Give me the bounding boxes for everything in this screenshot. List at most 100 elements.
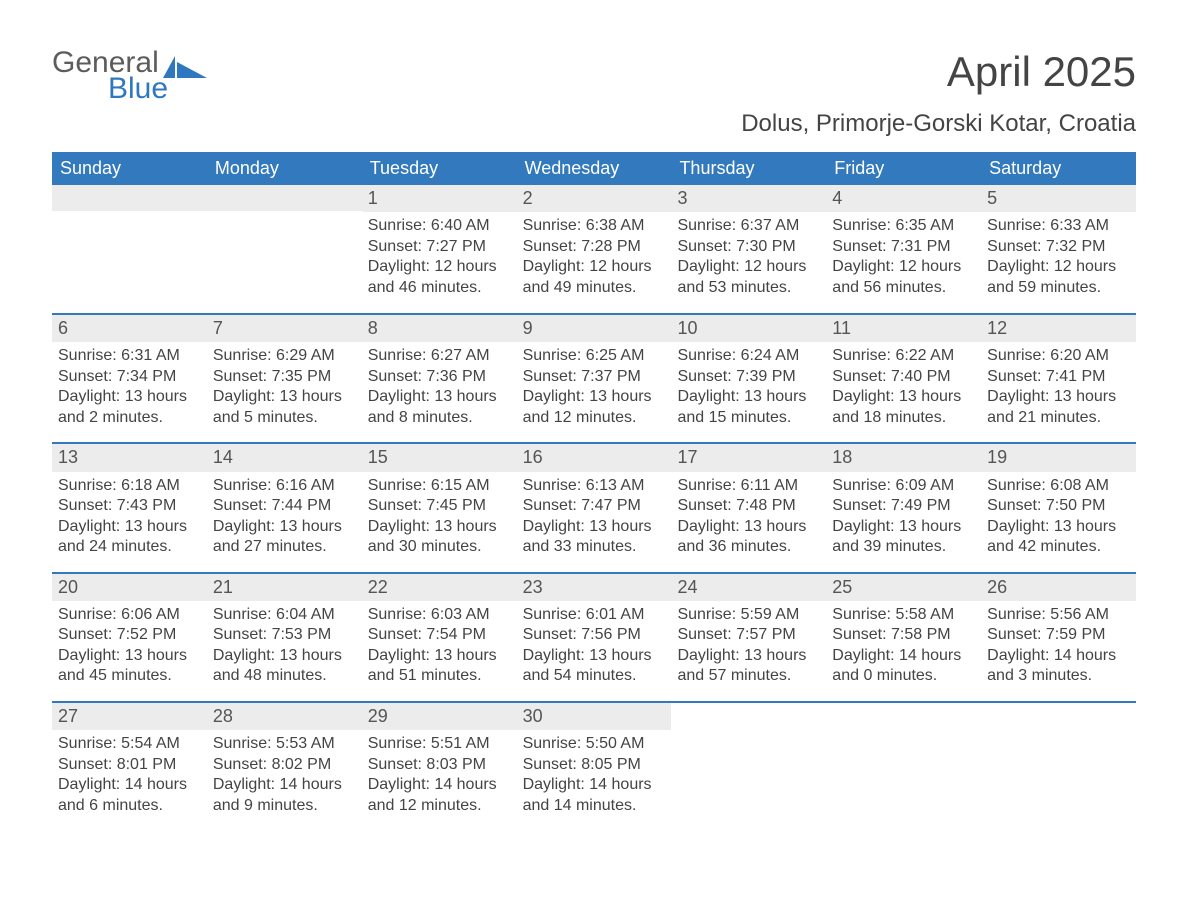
calendar-day xyxy=(981,703,1136,830)
calendar-day: 1Sunrise: 6:40 AMSunset: 7:27 PMDaylight… xyxy=(362,185,517,313)
sunset-text: Sunset: 7:39 PM xyxy=(677,367,820,387)
sunrise-text: Sunrise: 6:06 AM xyxy=(58,605,201,625)
day-number: 7 xyxy=(207,315,362,342)
day-number: 28 xyxy=(207,703,362,730)
sunrise-text: Sunrise: 6:09 AM xyxy=(832,476,975,496)
sunset-text: Sunset: 7:48 PM xyxy=(677,496,820,516)
daylight-text: Daylight: 13 hours and 21 minutes. xyxy=(987,387,1130,428)
day-details: Sunrise: 6:06 AMSunset: 7:52 PMDaylight:… xyxy=(52,601,207,701)
sunset-text: Sunset: 7:53 PM xyxy=(213,625,356,645)
day-number: 22 xyxy=(362,574,517,601)
day-details: Sunrise: 6:09 AMSunset: 7:49 PMDaylight:… xyxy=(826,472,981,572)
day-details: Sunrise: 6:40 AMSunset: 7:27 PMDaylight:… xyxy=(362,212,517,312)
calendar-day: 28Sunrise: 5:53 AMSunset: 8:02 PMDayligh… xyxy=(207,703,362,830)
day-number: 12 xyxy=(981,315,1136,342)
day-details: Sunrise: 6:35 AMSunset: 7:31 PMDaylight:… xyxy=(826,212,981,312)
day-number: 29 xyxy=(362,703,517,730)
calendar-day xyxy=(207,185,362,313)
day-number: 13 xyxy=(52,444,207,471)
sunrise-text: Sunrise: 6:01 AM xyxy=(523,605,666,625)
sunrise-text: Sunrise: 6:31 AM xyxy=(58,346,201,366)
daylight-text: Daylight: 12 hours and 53 minutes. xyxy=(677,257,820,298)
day-details: Sunrise: 5:58 AMSunset: 7:58 PMDaylight:… xyxy=(826,601,981,701)
day-details: Sunrise: 6:22 AMSunset: 7:40 PMDaylight:… xyxy=(826,342,981,442)
calendar-day: 29Sunrise: 5:51 AMSunset: 8:03 PMDayligh… xyxy=(362,703,517,830)
sunrise-text: Sunrise: 5:56 AM xyxy=(987,605,1130,625)
day-details: Sunrise: 6:11 AMSunset: 7:48 PMDaylight:… xyxy=(671,472,826,572)
daylight-text: Daylight: 12 hours and 56 minutes. xyxy=(832,257,975,298)
sunrise-text: Sunrise: 6:11 AM xyxy=(677,476,820,496)
sunset-text: Sunset: 7:49 PM xyxy=(832,496,975,516)
calendar-day: 27Sunrise: 5:54 AMSunset: 8:01 PMDayligh… xyxy=(52,703,207,830)
calendar-day: 14Sunrise: 6:16 AMSunset: 7:44 PMDayligh… xyxy=(207,444,362,571)
daylight-text: Daylight: 13 hours and 42 minutes. xyxy=(987,517,1130,558)
sunrise-text: Sunrise: 6:08 AM xyxy=(987,476,1130,496)
day-number xyxy=(981,703,1136,729)
calendar-day: 30Sunrise: 5:50 AMSunset: 8:05 PMDayligh… xyxy=(517,703,672,830)
calendar-week: 13Sunrise: 6:18 AMSunset: 7:43 PMDayligh… xyxy=(52,442,1136,571)
sunrise-text: Sunrise: 6:25 AM xyxy=(523,346,666,366)
day-number: 10 xyxy=(671,315,826,342)
sunrise-text: Sunrise: 6:22 AM xyxy=(832,346,975,366)
day-number: 17 xyxy=(671,444,826,471)
day-details: Sunrise: 5:56 AMSunset: 7:59 PMDaylight:… xyxy=(981,601,1136,701)
sunset-text: Sunset: 7:54 PM xyxy=(368,625,511,645)
sunset-text: Sunset: 7:44 PM xyxy=(213,496,356,516)
day-details: Sunrise: 5:53 AMSunset: 8:02 PMDaylight:… xyxy=(207,730,362,830)
calendar-header-cell: Friday xyxy=(826,152,981,185)
daylight-text: Daylight: 13 hours and 57 minutes. xyxy=(677,646,820,687)
day-details xyxy=(52,211,207,229)
daylight-text: Daylight: 13 hours and 54 minutes. xyxy=(523,646,666,687)
daylight-text: Daylight: 13 hours and 27 minutes. xyxy=(213,517,356,558)
calendar-header-cell: Monday xyxy=(207,152,362,185)
day-number: 6 xyxy=(52,315,207,342)
sunset-text: Sunset: 7:52 PM xyxy=(58,625,201,645)
sunrise-text: Sunrise: 6:37 AM xyxy=(677,216,820,236)
logo: General Blue xyxy=(52,48,207,104)
sunset-text: Sunset: 7:45 PM xyxy=(368,496,511,516)
sunset-text: Sunset: 7:37 PM xyxy=(523,367,666,387)
sunset-text: Sunset: 7:31 PM xyxy=(832,237,975,257)
sunrise-text: Sunrise: 5:54 AM xyxy=(58,734,201,754)
day-details: Sunrise: 6:04 AMSunset: 7:53 PMDaylight:… xyxy=(207,601,362,701)
day-details: Sunrise: 6:08 AMSunset: 7:50 PMDaylight:… xyxy=(981,472,1136,572)
calendar-day: 4Sunrise: 6:35 AMSunset: 7:31 PMDaylight… xyxy=(826,185,981,313)
calendar-week: 27Sunrise: 5:54 AMSunset: 8:01 PMDayligh… xyxy=(52,701,1136,830)
daylight-text: Daylight: 13 hours and 33 minutes. xyxy=(523,517,666,558)
day-number: 27 xyxy=(52,703,207,730)
day-details: Sunrise: 6:25 AMSunset: 7:37 PMDaylight:… xyxy=(517,342,672,442)
calendar-header-cell: Saturday xyxy=(981,152,1136,185)
sunset-text: Sunset: 7:59 PM xyxy=(987,625,1130,645)
day-details: Sunrise: 6:37 AMSunset: 7:30 PMDaylight:… xyxy=(671,212,826,312)
daylight-text: Daylight: 13 hours and 45 minutes. xyxy=(58,646,201,687)
day-details: Sunrise: 6:03 AMSunset: 7:54 PMDaylight:… xyxy=(362,601,517,701)
calendar-week: 1Sunrise: 6:40 AMSunset: 7:27 PMDaylight… xyxy=(52,185,1136,313)
day-number xyxy=(207,185,362,211)
sunset-text: Sunset: 7:27 PM xyxy=(368,237,511,257)
day-details xyxy=(207,211,362,229)
daylight-text: Daylight: 13 hours and 2 minutes. xyxy=(58,387,201,428)
calendar-day: 17Sunrise: 6:11 AMSunset: 7:48 PMDayligh… xyxy=(671,444,826,571)
sunset-text: Sunset: 7:58 PM xyxy=(832,625,975,645)
sunrise-text: Sunrise: 5:59 AM xyxy=(677,605,820,625)
sunset-text: Sunset: 7:57 PM xyxy=(677,625,820,645)
calendar-header-cell: Wednesday xyxy=(517,152,672,185)
day-number: 30 xyxy=(517,703,672,730)
day-number: 20 xyxy=(52,574,207,601)
day-details: Sunrise: 6:20 AMSunset: 7:41 PMDaylight:… xyxy=(981,342,1136,442)
day-number: 18 xyxy=(826,444,981,471)
daylight-text: Daylight: 13 hours and 51 minutes. xyxy=(368,646,511,687)
sunset-text: Sunset: 7:35 PM xyxy=(213,367,356,387)
calendar-day: 8Sunrise: 6:27 AMSunset: 7:36 PMDaylight… xyxy=(362,315,517,442)
day-number: 3 xyxy=(671,185,826,212)
daylight-text: Daylight: 14 hours and 9 minutes. xyxy=(213,775,356,816)
calendar-day: 5Sunrise: 6:33 AMSunset: 7:32 PMDaylight… xyxy=(981,185,1136,313)
calendar-day: 24Sunrise: 5:59 AMSunset: 7:57 PMDayligh… xyxy=(671,574,826,701)
calendar-header-cell: Sunday xyxy=(52,152,207,185)
sunrise-text: Sunrise: 6:18 AM xyxy=(58,476,201,496)
sunrise-text: Sunrise: 6:27 AM xyxy=(368,346,511,366)
sunrise-text: Sunrise: 6:29 AM xyxy=(213,346,356,366)
day-details: Sunrise: 5:50 AMSunset: 8:05 PMDaylight:… xyxy=(517,730,672,830)
sunset-text: Sunset: 7:30 PM xyxy=(677,237,820,257)
day-number: 19 xyxy=(981,444,1136,471)
